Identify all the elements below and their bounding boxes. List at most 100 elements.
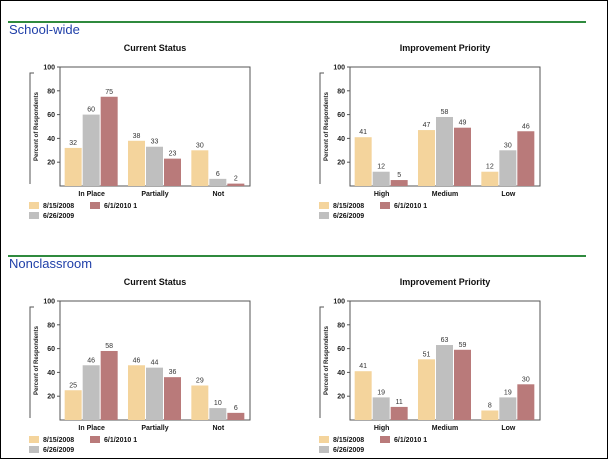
bar xyxy=(164,377,181,420)
y-tick-label: 60 xyxy=(337,346,345,353)
legend-swatch xyxy=(29,436,39,443)
legend-label: 8/15/2008 xyxy=(333,437,364,444)
y-tick-label: 80 xyxy=(337,88,345,95)
y-tick-label: 100 xyxy=(43,299,55,306)
data-label: 5 xyxy=(397,172,401,179)
legend-label: 6/1/2010 1 xyxy=(104,437,137,444)
y-axis-label: Percent of Respondents xyxy=(34,91,40,161)
data-label: 75 xyxy=(105,89,113,96)
data-label: 23 xyxy=(169,151,177,158)
data-label: 63 xyxy=(441,337,449,344)
y-tick-label: 20 xyxy=(337,160,345,167)
y-tick-label: 100 xyxy=(333,65,345,72)
y-tick-label: 80 xyxy=(47,322,55,329)
legend-swatch xyxy=(29,202,39,209)
chart-svg: Improvement Priority 20 40 60 80 100 Percent o… xyxy=(319,277,541,454)
data-label: 36 xyxy=(169,369,177,376)
category-label: High xyxy=(374,425,390,432)
legend-swatch xyxy=(380,202,390,209)
bar xyxy=(390,406,408,420)
data-label: 25 xyxy=(69,382,77,389)
y-tick-label: 60 xyxy=(47,346,55,353)
section-rule-nonclassroom xyxy=(8,255,586,257)
bar xyxy=(64,390,82,420)
data-label: 49 xyxy=(459,120,467,127)
category-label: High xyxy=(374,191,390,198)
data-label: 33 xyxy=(151,139,159,146)
y-tick-label: 60 xyxy=(47,112,55,119)
report-frame xyxy=(0,0,608,459)
bar xyxy=(227,412,245,420)
bar xyxy=(454,349,471,420)
axis-bracket xyxy=(29,72,34,184)
data-label: 41 xyxy=(359,363,367,370)
bar xyxy=(146,146,163,186)
section-title-nonclassroom: Nonclassroom xyxy=(9,256,93,271)
bar xyxy=(499,150,517,186)
y-tick-label: 40 xyxy=(47,136,55,143)
legend-label: 8/15/2008 xyxy=(333,203,364,210)
bar xyxy=(146,367,163,420)
category-label: In Place xyxy=(78,191,105,198)
category-label: In Place xyxy=(78,425,105,432)
bar xyxy=(209,408,227,420)
y-tick-label: 100 xyxy=(333,299,345,306)
chart-title: Improvement Priority xyxy=(400,277,491,287)
axis-bracket xyxy=(319,306,324,418)
bar xyxy=(390,180,408,186)
data-label: 38 xyxy=(133,133,141,140)
bar xyxy=(372,397,390,420)
axis-bracket xyxy=(29,306,34,418)
legend-swatch xyxy=(319,212,329,219)
y-axis-label: Percent of Respondents xyxy=(34,325,40,395)
legend-label: 6/26/2009 xyxy=(43,447,74,454)
category-label: Partially xyxy=(141,191,168,198)
data-label: 60 xyxy=(87,107,95,114)
bar xyxy=(517,384,535,420)
data-label: 29 xyxy=(196,377,204,384)
legend-swatch xyxy=(29,446,39,453)
data-label: 6 xyxy=(216,171,220,178)
legend-label: 8/15/2008 xyxy=(43,203,74,210)
legend-swatch xyxy=(90,202,100,209)
y-tick-label: 100 xyxy=(43,65,55,72)
chart-svg: Current Status 20 40 60 80 100 Percent of Resp… xyxy=(29,277,251,454)
chart-title: Improvement Priority xyxy=(400,43,491,53)
data-label: 8 xyxy=(488,402,492,409)
y-tick-label: 80 xyxy=(47,88,55,95)
chart-svg: Improvement Priority 20 40 60 80 100 Percent o… xyxy=(319,43,541,220)
legend-swatch xyxy=(380,436,390,443)
data-label: 30 xyxy=(522,376,530,383)
legend-label: 6/1/2010 1 xyxy=(394,203,427,210)
bar xyxy=(418,130,435,186)
y-tick-label: 20 xyxy=(337,394,345,401)
section-title-schoolwide: School-wide xyxy=(9,22,80,37)
bar xyxy=(100,96,118,186)
schoolwide-improvement-priority-chart: Improvement Priority 20 40 60 80 100 Percent o… xyxy=(295,38,580,233)
data-label: 59 xyxy=(459,342,467,349)
chart-title: Current Status xyxy=(124,277,187,287)
legend-swatch xyxy=(29,212,39,219)
legend-label: 6/26/2009 xyxy=(43,213,74,220)
data-label: 44 xyxy=(151,360,159,367)
bar xyxy=(481,410,499,420)
bar xyxy=(64,147,82,186)
data-label: 10 xyxy=(214,400,222,407)
bar xyxy=(499,397,517,420)
bar xyxy=(82,114,100,186)
data-label: 58 xyxy=(105,343,113,350)
bar xyxy=(100,350,118,420)
bar xyxy=(191,385,209,420)
bar xyxy=(128,140,145,186)
category-label: Low xyxy=(501,191,516,198)
bar xyxy=(372,171,390,186)
y-axis-label: Percent of Respondents xyxy=(324,325,330,395)
y-tick-label: 40 xyxy=(337,370,345,377)
legend-swatch xyxy=(90,436,100,443)
legend-swatch xyxy=(319,202,329,209)
data-label: 51 xyxy=(423,351,431,358)
bar xyxy=(418,359,435,420)
chart-title: Current Status xyxy=(124,43,187,53)
bar xyxy=(354,137,372,186)
nonclassroom-improvement-priority-chart: Improvement Priority 20 40 60 80 100 Percent o… xyxy=(295,272,580,467)
